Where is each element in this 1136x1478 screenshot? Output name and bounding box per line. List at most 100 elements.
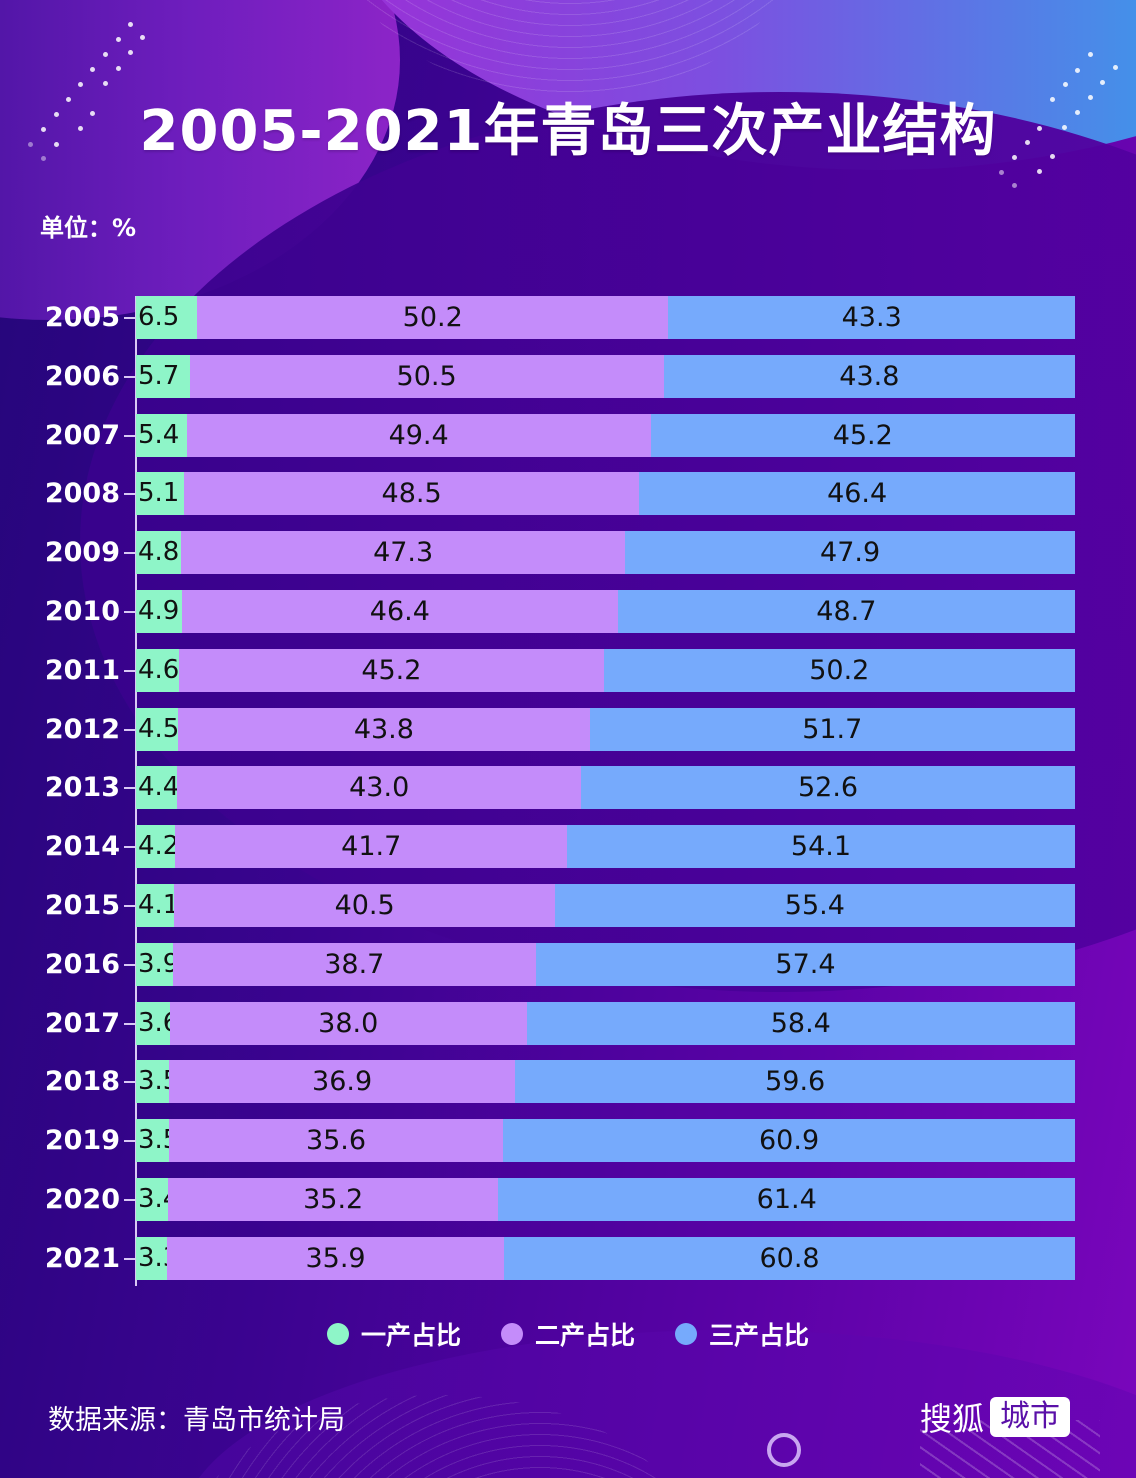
primary-industry-segment: 4.1	[136, 884, 179, 927]
primary-industry-segment: 3.4	[136, 1178, 179, 1221]
brand-name: 搜狐	[920, 1400, 985, 1438]
tertiary-industry-segment: 46.4	[639, 472, 1075, 516]
chart-legend: 一产占比 二产占比 三产占比	[0, 1316, 1136, 1352]
axis-tick	[124, 1022, 135, 1025]
primary-industry-segment: 3.5	[136, 1119, 179, 1163]
primary-industry-segment: 3.6	[136, 1001, 179, 1045]
primary-industry-segment: 5.1	[136, 472, 184, 516]
secondary-industry-segment: 48.5	[183, 472, 640, 516]
primary-industry-segment: 6.5	[136, 296, 198, 339]
stacked-bar: 3.5 36.9 59.6	[136, 1060, 1075, 1104]
stacked-bar: 4.2 41.7 54.1	[136, 825, 1075, 869]
stacked-bar: 5.1 48.5 46.4	[136, 472, 1075, 516]
year-label: 2020	[44, 1184, 120, 1215]
bar-row: 2019 3.5 35.6 60.9	[0, 1119, 1136, 1163]
axis-tick	[124, 1257, 135, 1260]
primary-industry-segment: 4.8	[136, 531, 182, 575]
secondary-industry-segment: 50.2	[197, 296, 669, 339]
secondary-industry-segment: 41.7	[175, 825, 567, 869]
year-label: 2008	[44, 478, 120, 510]
bar-row: 2018 3.5 36.9 59.6	[0, 1060, 1136, 1104]
year-label: 2015	[44, 890, 120, 921]
tertiary-industry-segment: 57.4	[536, 942, 1075, 986]
bar-row: 2012 4.5 43.8 51.7	[0, 707, 1136, 751]
axis-tick	[124, 1199, 135, 1201]
axis-tick	[124, 611, 135, 613]
legend-dot-icon	[675, 1323, 697, 1345]
bar-row: 2007 5.4 49.4 45.2	[0, 413, 1136, 457]
bar-row: 2009 4.8 47.3 47.9	[0, 531, 1136, 575]
secondary-industry-segment: 38.7	[172, 942, 536, 986]
chart-title: 2005-2021年青岛三次产业结构	[139, 99, 997, 164]
axis-tick	[124, 846, 135, 849]
tertiary-industry-segment: 60.9	[503, 1119, 1075, 1163]
axis-tick	[124, 669, 135, 672]
year-label: 2021	[44, 1242, 120, 1274]
secondary-industry-segment: 38.0	[169, 1001, 527, 1045]
tertiary-industry-segment: 59.6	[515, 1060, 1075, 1104]
year-label: 2018	[44, 1066, 120, 1098]
bar-row: 2008 5.1 48.5 46.4	[0, 472, 1136, 516]
bar-row: 2020 3.4 35.2 61.4	[0, 1178, 1136, 1221]
year-label: 2006	[44, 360, 120, 392]
axis-tick	[124, 434, 135, 437]
year-label: 2010	[44, 596, 120, 627]
legend-item: 二产占比	[500, 1316, 635, 1352]
primary-industry-segment: 3.9	[136, 942, 179, 986]
tertiary-industry-segment: 43.8	[663, 354, 1075, 398]
tertiary-industry-segment: 54.1	[567, 825, 1075, 869]
axis-tick	[124, 728, 135, 731]
axis-tick	[124, 905, 135, 907]
secondary-industry-segment: 35.9	[166, 1236, 505, 1280]
year-label: 2017	[44, 1007, 120, 1039]
secondary-industry-segment: 47.3	[181, 531, 626, 575]
primary-industry-segment: 4.5	[136, 707, 179, 751]
secondary-industry-segment: 40.5	[174, 884, 555, 927]
legend-label: 二产占比	[534, 1321, 635, 1350]
year-label: 2012	[44, 713, 120, 745]
tertiary-industry-segment: 43.3	[668, 296, 1075, 339]
axis-tick	[124, 317, 135, 319]
secondary-industry-segment: 49.4	[186, 413, 651, 457]
bar-row: 2010 4.9 46.4 48.7	[0, 590, 1136, 633]
bar-row: 2021 3.3 35.9 60.8	[0, 1236, 1136, 1280]
stacked-bar: 5.7 50.5 43.8	[136, 354, 1075, 398]
stacked-bar: 3.9 38.7 57.4	[136, 942, 1075, 986]
stacked-bar: 3.3 35.9 60.8	[136, 1236, 1075, 1280]
stacked-bar: 4.1 40.5 55.4	[136, 884, 1075, 927]
tertiary-industry-segment: 60.8	[504, 1236, 1075, 1280]
secondary-industry-segment: 35.2	[167, 1178, 499, 1221]
tertiary-industry-segment: 48.7	[617, 590, 1075, 633]
bar-row: 2005 6.5 50.2 43.3	[0, 296, 1136, 339]
axis-tick	[124, 375, 135, 378]
year-label: 2019	[44, 1125, 120, 1157]
secondary-industry-segment: 35.6	[168, 1119, 504, 1163]
tertiary-industry-segment: 55.4	[554, 884, 1075, 927]
bar-row: 2017 3.6 38.0 58.4	[0, 1001, 1136, 1045]
legend-item: 三产占比	[675, 1316, 809, 1352]
stacked-bar: 5.4 49.4 45.2	[136, 413, 1075, 457]
primary-industry-segment: 4.2	[136, 825, 179, 869]
bar-row: 2015 4.1 40.5 55.4	[0, 884, 1136, 927]
axis-tick	[124, 963, 135, 966]
brand-tag: 城市	[990, 1397, 1071, 1437]
stacked-bar: 4.4 43.0 52.6	[136, 766, 1075, 810]
axis-tick	[124, 493, 135, 496]
year-label: 2013	[44, 772, 120, 804]
stacked-bar: 3.5 35.6 60.9	[136, 1119, 1075, 1163]
stacked-bar: 3.4 35.2 61.4	[136, 1178, 1075, 1221]
stacked-bar: 4.9 46.4 48.7	[136, 590, 1075, 633]
year-label: 2014	[44, 831, 120, 863]
stacked-bar: 6.5 50.2 43.3	[136, 296, 1075, 339]
stacked-bar: 4.8 47.3 47.9	[136, 531, 1075, 575]
tertiary-industry-segment: 50.2	[603, 648, 1075, 692]
primary-industry-segment: 3.3	[136, 1236, 179, 1280]
brand-logo: 搜狐 城市	[920, 1394, 1071, 1440]
secondary-industry-segment: 43.0	[177, 766, 582, 810]
bar-row: 2011 4.6 45.2 50.2	[0, 648, 1136, 692]
legend-label: 一产占比	[360, 1321, 461, 1350]
stacked-bar: 4.5 43.8 51.7	[136, 707, 1075, 751]
legend-dot-icon	[500, 1323, 523, 1345]
bar-row: 2016 3.9 38.7 57.4	[0, 942, 1136, 986]
